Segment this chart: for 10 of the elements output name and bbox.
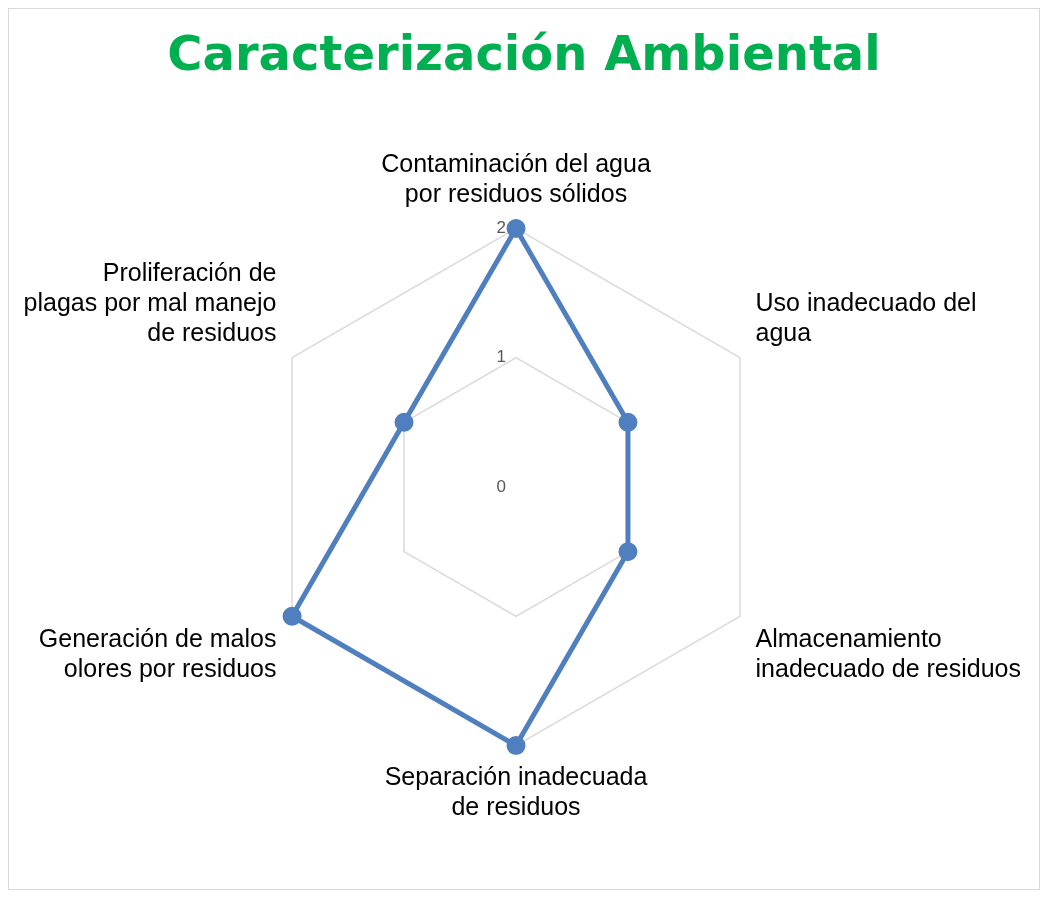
- y-tick-label: 2: [496, 218, 506, 238]
- spoke-label: Generación de malos olores por residuos: [38, 624, 277, 683]
- chart-title: Caracterización Ambiental: [167, 25, 881, 82]
- spoke-label: Proliferación de plagas por mal manejo de residuos: [23, 257, 277, 346]
- spoke-label: Separación inadecuada de residuos: [384, 762, 648, 821]
- y-tick-label: 1: [496, 347, 506, 367]
- y-tick-label: 0: [496, 476, 506, 496]
- spoke-label: Contaminación del agua por residuos sólidos: [381, 149, 651, 208]
- spoke-label: Uso inadecuado del agua: [755, 287, 977, 346]
- spoke-label: Almacenamiento inadecuado de residuos: [755, 624, 1022, 683]
